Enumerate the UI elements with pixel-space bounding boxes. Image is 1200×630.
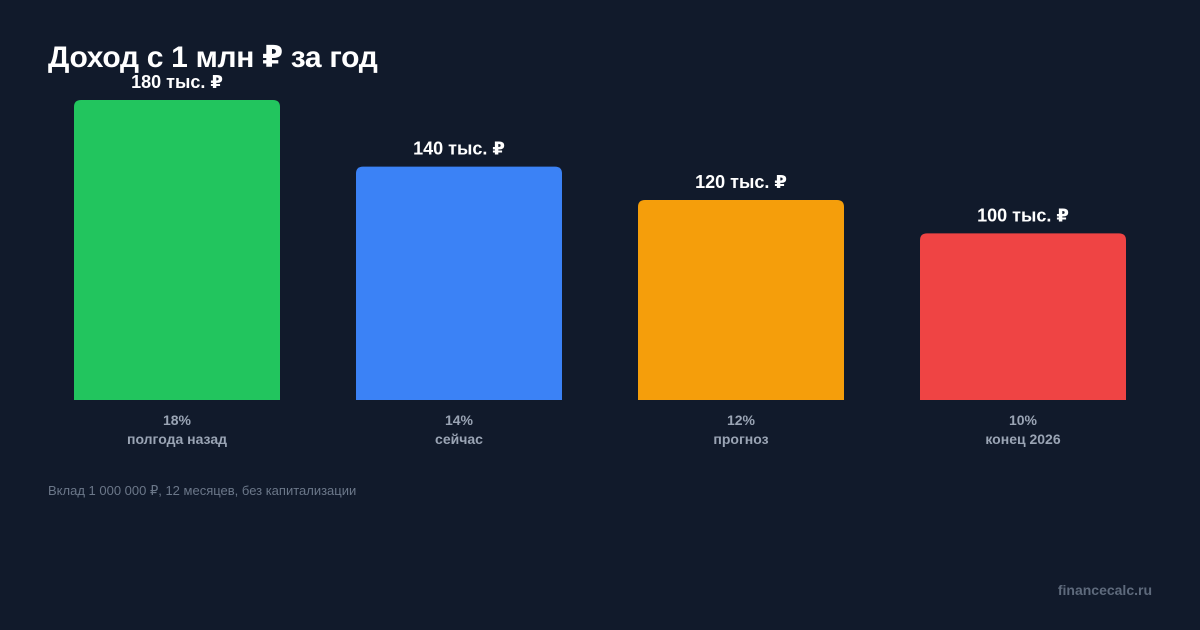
- bar: [356, 166, 562, 400]
- category-label: прогноз: [713, 431, 768, 447]
- category-label: конец 2026: [985, 431, 1060, 447]
- rate-label: 10%: [1009, 412, 1038, 428]
- rate-label: 14%: [445, 412, 474, 428]
- bar: [74, 100, 280, 400]
- category-label: полгода назад: [127, 431, 227, 447]
- bar-chart: 180 тыс. ₽ 18% полгода назад 140 тыс. ₽ 14% с…: [74, 72, 1126, 447]
- brand-label: financecalc.ru: [1057, 582, 1152, 598]
- bar: [920, 233, 1126, 400]
- bar-value-label: 100 тыс. ₽: [977, 205, 1069, 225]
- rate-label: 12%: [727, 412, 756, 428]
- rate-label: 18%: [163, 412, 192, 428]
- category-label: сейчас: [435, 431, 483, 447]
- chart-title: Доход с 1 млн ₽ за год: [48, 41, 378, 74]
- footnote: Вклад 1 000 000 ₽, 12 месяцев, без капит…: [48, 483, 357, 498]
- bar-value-label: 140 тыс. ₽: [413, 139, 505, 159]
- bar-value-label: 120 тыс. ₽: [695, 172, 787, 192]
- bar-value-label: 180 тыс. ₽: [131, 72, 223, 92]
- bar: [638, 200, 844, 400]
